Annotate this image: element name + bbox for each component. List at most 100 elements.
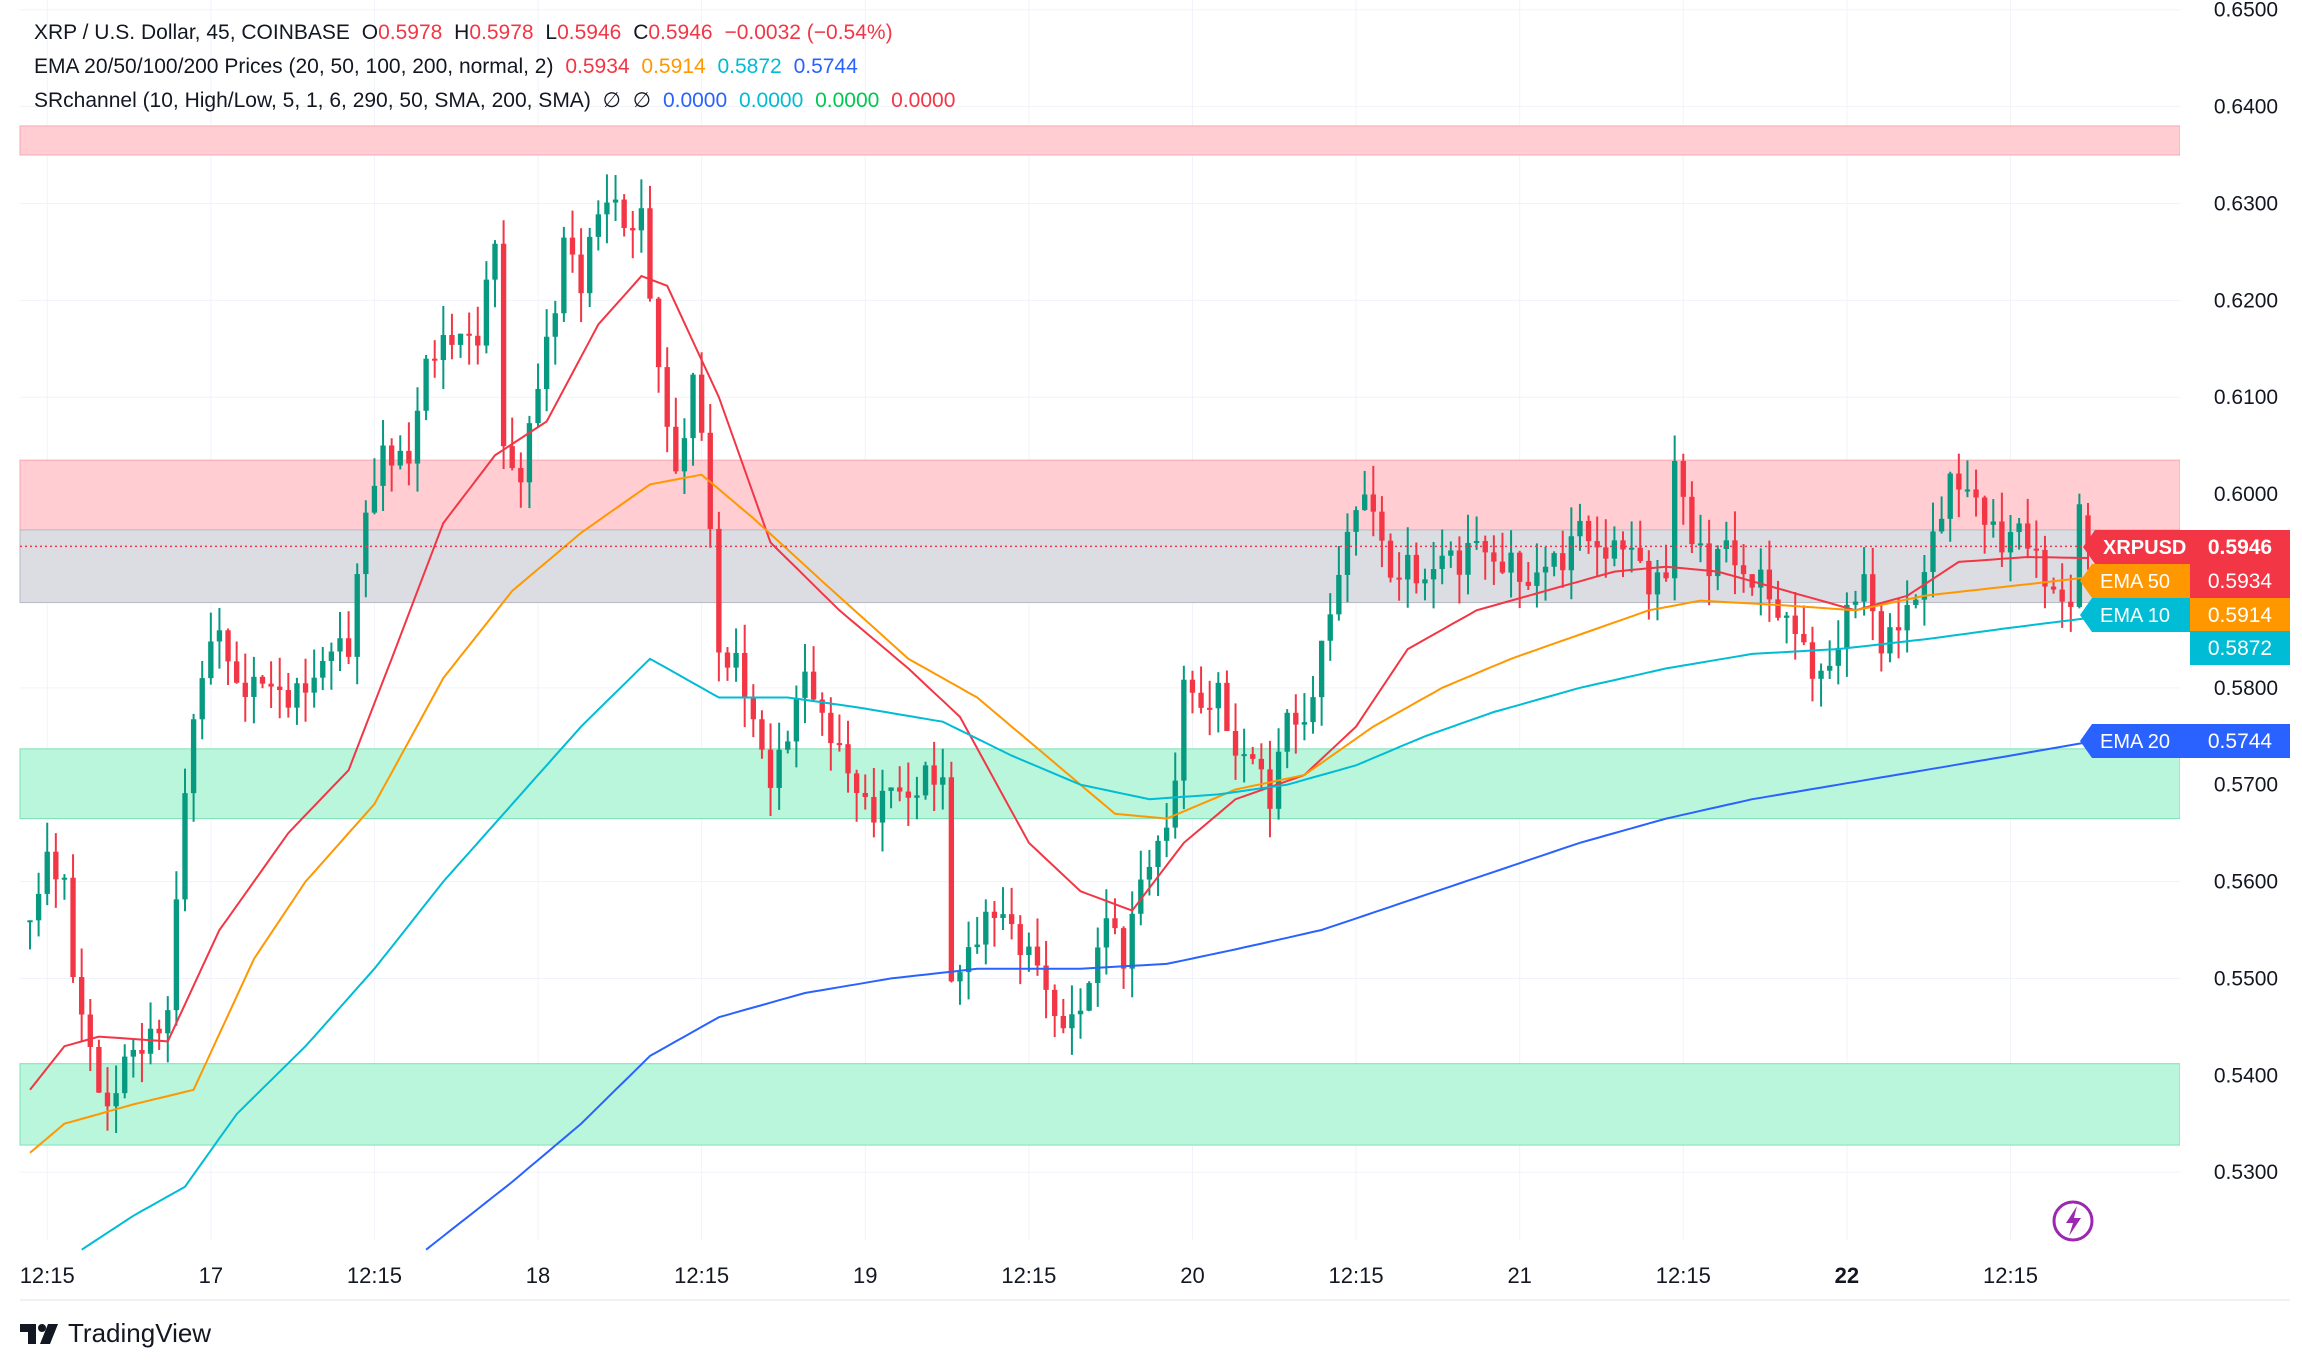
- candle-down: [1560, 553, 1566, 571]
- sr-legend-name[interactable]: SRchannel (10, High/Low, 5, 1, 6, 290, 5…: [34, 89, 591, 112]
- candle-up: [888, 787, 894, 791]
- sr-na-2: ∅: [632, 89, 652, 112]
- candle-down: [1250, 754, 1256, 759]
- time-tick-label: 21: [1507, 1263, 1531, 1288]
- candle-up: [638, 208, 645, 231]
- candle-up: [165, 1010, 171, 1034]
- candle-down: [1499, 561, 1506, 573]
- candle-up: [1422, 579, 1428, 584]
- candle-down: [810, 671, 817, 700]
- candle-up: [483, 279, 490, 346]
- tradingview-logo[interactable]: TradingView: [20, 1318, 211, 1349]
- candle-down: [1517, 552, 1523, 582]
- candle-up: [363, 512, 369, 575]
- candle-down: [1646, 560, 1652, 595]
- candle-down: [2085, 515, 2091, 547]
- candle-down: [569, 237, 576, 255]
- candle-down: [1740, 565, 1747, 575]
- symbol-name[interactable]: XRP / U.S. Dollar, 45, COINBASE: [34, 21, 350, 44]
- sr-value-1: 0.0000: [662, 89, 728, 112]
- time-tick-label: 12:15: [20, 1263, 75, 1288]
- ema-legend-row[interactable]: EMA 20/50/100/200 Prices (20, 50, 100, 2…: [34, 50, 961, 84]
- candle-down: [1594, 541, 1600, 548]
- price-tick-label: 0.6400: [2214, 96, 2278, 119]
- candle-down: [1973, 489, 1979, 498]
- sr-legend-row[interactable]: SRchannel (10, High/Low, 5, 1, 6, 290, 5…: [34, 84, 961, 118]
- time-tick-label: 12:15: [1329, 1263, 1384, 1288]
- candle-up: [173, 899, 180, 1011]
- candle-up: [526, 423, 533, 483]
- candle-down: [156, 1028, 162, 1034]
- candle-down: [277, 686, 283, 691]
- symbol-legend-row[interactable]: XRP / U.S. Dollar, 45, COINBASE O0.5978 …: [34, 16, 961, 50]
- candle-down: [268, 683, 274, 687]
- ema100-value-bg: [2190, 598, 2290, 632]
- candle-up: [1430, 569, 1437, 580]
- ema100-price-label[interactable]: EMA 10 0.5914: [2080, 598, 2290, 632]
- candle-up: [457, 333, 464, 345]
- xrpusd-value-text: 0.5946: [2208, 536, 2272, 559]
- candle-up: [1327, 614, 1333, 641]
- candle-down: [225, 630, 231, 662]
- candle-up: [1672, 460, 1678, 579]
- candle-down: [1370, 494, 1376, 512]
- xrpusd-price-label[interactable]: XRPUSD 0.5946: [2083, 530, 2290, 564]
- candle-up: [147, 1028, 154, 1054]
- flash-icon[interactable]: [2052, 1200, 2094, 1242]
- candle-down: [518, 468, 524, 483]
- candle-down: [500, 243, 507, 447]
- candle-up: [914, 795, 920, 798]
- candle-down: [673, 426, 679, 472]
- ema100-value-value-text: 0.5872: [2208, 637, 2272, 660]
- candle-up: [1405, 554, 1411, 580]
- candle-down: [1396, 577, 1402, 580]
- close-label: C: [633, 21, 649, 44]
- candle-down: [509, 446, 515, 469]
- candle-up: [965, 947, 972, 973]
- candle-up: [1904, 604, 1910, 631]
- candle-up: [1172, 780, 1178, 828]
- candle-down: [1008, 914, 1015, 925]
- time-tick-label: 19: [853, 1263, 877, 1288]
- candle-up: [1827, 665, 1833, 671]
- candle-up: [957, 972, 963, 982]
- price-tick-label: 0.6000: [2214, 483, 2278, 506]
- ema100-value-price-label[interactable]: 0.5872: [2190, 631, 2290, 665]
- candle-up: [879, 790, 886, 823]
- price-tick-label: 0.5400: [2214, 1064, 2278, 1087]
- ema50-price-label[interactable]: EMA 50 0.5934: [2080, 564, 2290, 598]
- candle-up: [130, 1050, 136, 1057]
- candle-up: [1362, 494, 1368, 511]
- candle-up: [1783, 615, 1790, 618]
- candle-up: [1887, 627, 1893, 654]
- ema-legend-name[interactable]: EMA 20/50/100/200 Prices (20, 50, 100, 2…: [34, 55, 554, 78]
- candle-down: [1663, 572, 1669, 579]
- candle-up: [1697, 543, 1704, 546]
- candle-up: [337, 638, 343, 652]
- price-labels: XRPUSD 0.5946 EMA 50 0.5934 EMA 10 0.5914 0.58…: [2080, 530, 2290, 758]
- high-label: H: [454, 21, 470, 44]
- candle-up: [311, 677, 317, 693]
- time-axis[interactable]: 12:15 17 12:15 18 12:15 19 12:15 20 12:15 21 12:15…: [20, 1263, 2290, 1301]
- candle-down: [466, 333, 472, 336]
- candle-up: [414, 410, 421, 464]
- candle-up: [1835, 647, 1841, 666]
- candle-up: [2007, 532, 2014, 553]
- candle-up: [802, 671, 808, 698]
- candle-down: [2059, 589, 2065, 602]
- ema50-value-bg: [2190, 564, 2290, 598]
- candle-down: [1052, 989, 1058, 1017]
- candle-up: [122, 1056, 128, 1094]
- sr-na-1: ∅: [602, 89, 621, 112]
- price-tick-label: 0.5500: [2214, 967, 2278, 990]
- candle-down: [828, 712, 834, 744]
- candle-down: [1387, 540, 1394, 578]
- ema200-price-label[interactable]: EMA 20 0.5744: [2080, 724, 2290, 758]
- candle-up: [974, 944, 980, 948]
- candle-up: [1465, 542, 1471, 575]
- candle-up: [1146, 866, 1153, 880]
- candle-down: [1689, 496, 1695, 545]
- candle-up: [1448, 550, 1454, 556]
- candle-down: [242, 682, 248, 697]
